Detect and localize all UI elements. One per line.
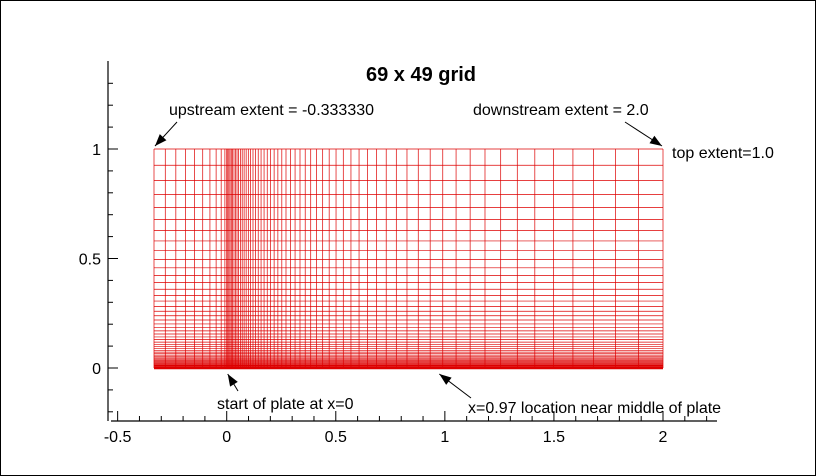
ticks: -0.5 0 0.5 1 1.5 2 0 0.5 1 — [79, 82, 708, 446]
arrow-downstream-head — [649, 135, 662, 146]
y-tick-label: 0.5 — [79, 252, 101, 269]
arrow-mid-plate-head — [439, 374, 452, 385]
y-tick-label: 0 — [92, 361, 101, 378]
chart-title: 69 x 49 grid — [366, 64, 476, 86]
x-tick-label: 2 — [659, 429, 668, 446]
annotation-mid-plate: x=0.97 location near middle of plate — [468, 400, 721, 417]
annotations: upstream extent = -0.333330 downstream e… — [154, 102, 774, 417]
x-tick-label: 1 — [440, 429, 449, 446]
annotation-upstream: upstream extent = -0.333330 — [169, 102, 374, 119]
arrow-upstream-head — [155, 134, 167, 146]
annotation-downstream: downstream extent = 2.0 — [473, 102, 649, 119]
arrow-plate-start-head — [227, 374, 238, 387]
x-tick-label: -0.5 — [104, 429, 132, 446]
mesh-grid — [153, 148, 664, 370]
x-tick-label: 0 — [222, 429, 231, 446]
axes — [107, 61, 717, 422]
annotation-top: top extent=1.0 — [672, 145, 774, 162]
annotation-plate-start: start of plate at x=0 — [217, 396, 354, 413]
y-tick-label: 1 — [92, 142, 101, 159]
x-tick-label: 1.5 — [543, 429, 565, 446]
x-tick-label: 0.5 — [325, 429, 347, 446]
annotation-arrows — [154, 121, 663, 399]
